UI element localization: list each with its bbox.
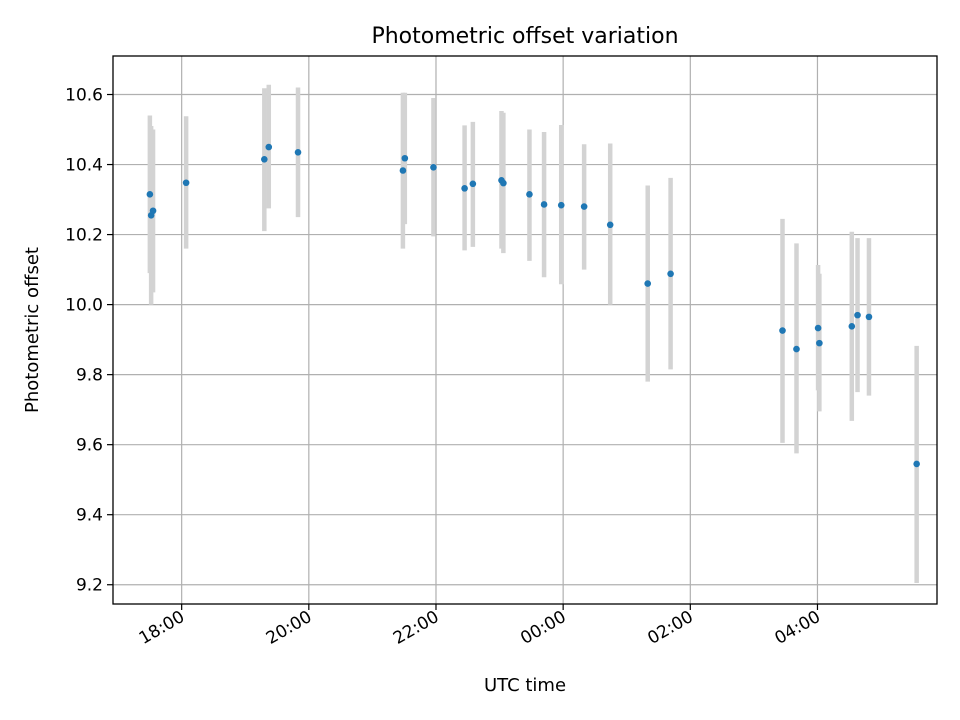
data-point bbox=[580, 203, 588, 210]
data-point bbox=[401, 154, 409, 162]
data-point bbox=[779, 327, 786, 334]
y-axis-label: Photometric offset bbox=[22, 247, 43, 413]
x-tick-label: 20:00 bbox=[263, 607, 315, 649]
data-point bbox=[814, 324, 822, 332]
axis-ticks: 9.2 9.4 9.6 9.8 10.0 10.2 10.4 10.6 18:00 20:00 22… bbox=[65, 86, 824, 649]
data-point bbox=[294, 148, 302, 156]
data-point bbox=[854, 311, 861, 319]
data-points bbox=[146, 143, 920, 468]
y-tick-label: 10.0 bbox=[65, 296, 103, 316]
y-tick-label: 9.6 bbox=[76, 436, 103, 456]
chart-title: Photometric offset variation bbox=[371, 24, 678, 49]
y-tick-label: 9.4 bbox=[76, 506, 103, 526]
x-axis-label: UTC time bbox=[484, 675, 566, 696]
data-point bbox=[848, 323, 856, 330]
data-point bbox=[430, 164, 437, 171]
data-point bbox=[469, 180, 477, 188]
data-point bbox=[265, 143, 273, 151]
data-point bbox=[606, 221, 614, 229]
data-point bbox=[149, 207, 157, 215]
y-tick-label: 9.8 bbox=[76, 366, 103, 386]
grid bbox=[113, 56, 937, 604]
data-point bbox=[526, 191, 533, 198]
data-point bbox=[261, 155, 268, 163]
x-tick-label: 18:00 bbox=[136, 607, 188, 649]
data-point bbox=[913, 460, 920, 468]
data-point bbox=[146, 191, 154, 198]
data-point bbox=[667, 270, 674, 278]
x-tick-label: 00:00 bbox=[517, 607, 569, 649]
data-point bbox=[399, 167, 407, 174]
plot-frame bbox=[112, 55, 938, 605]
data-point bbox=[500, 179, 507, 187]
y-tick-label: 9.2 bbox=[76, 576, 103, 596]
data-point bbox=[793, 345, 800, 353]
y-tick-label: 10.4 bbox=[65, 156, 103, 176]
x-tick-label: 04:00 bbox=[772, 607, 824, 649]
data-point bbox=[182, 179, 190, 187]
y-tick-label: 10.6 bbox=[65, 86, 103, 106]
data-point bbox=[865, 313, 873, 321]
x-tick-label: 22:00 bbox=[390, 607, 442, 649]
data-point bbox=[644, 280, 652, 287]
data-point bbox=[461, 185, 468, 192]
data-point bbox=[816, 339, 823, 347]
y-tick-label: 10.2 bbox=[65, 226, 103, 246]
data-point bbox=[540, 201, 548, 208]
x-tick-label: 02:00 bbox=[644, 607, 696, 649]
data-point bbox=[557, 201, 565, 209]
